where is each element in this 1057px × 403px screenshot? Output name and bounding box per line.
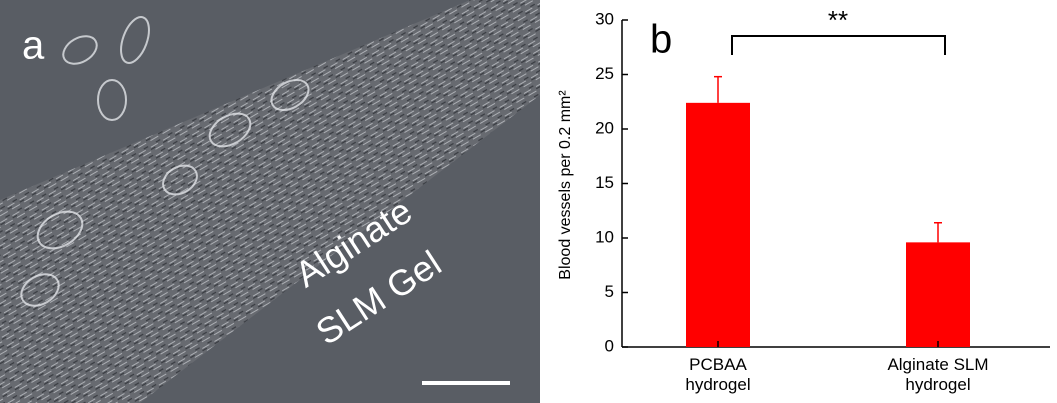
y-tick-label: 0 [605,336,614,355]
y-tick-label: 5 [605,282,614,301]
y-axis-label: Blood vessels per 0.2 mm² [557,90,574,280]
significance: ** [828,5,848,35]
figure: a Alginate SLM Gel b Blood vessels per 0… [0,0,1057,403]
y-tick-label: 25 [595,64,614,83]
y-tick-label: 30 [595,9,614,28]
panel-label: a [22,24,45,68]
x-tick-label: Alginate SLM hydrogel [878,355,998,395]
x-tick-label: PCBAA hydrogel [658,355,778,395]
y-tick-label: 15 [595,173,614,192]
bar [906,242,970,347]
y-tick-label: 20 [595,118,614,137]
y-tick-label: 10 [595,227,614,246]
significance-bracket [732,36,945,55]
panel-label: b [650,18,672,62]
micrograph: a Alginate SLM Gel [0,0,540,403]
page: a Alginate SLM Gel b Blood vessels per 0… [0,0,1057,403]
bar [686,103,750,347]
